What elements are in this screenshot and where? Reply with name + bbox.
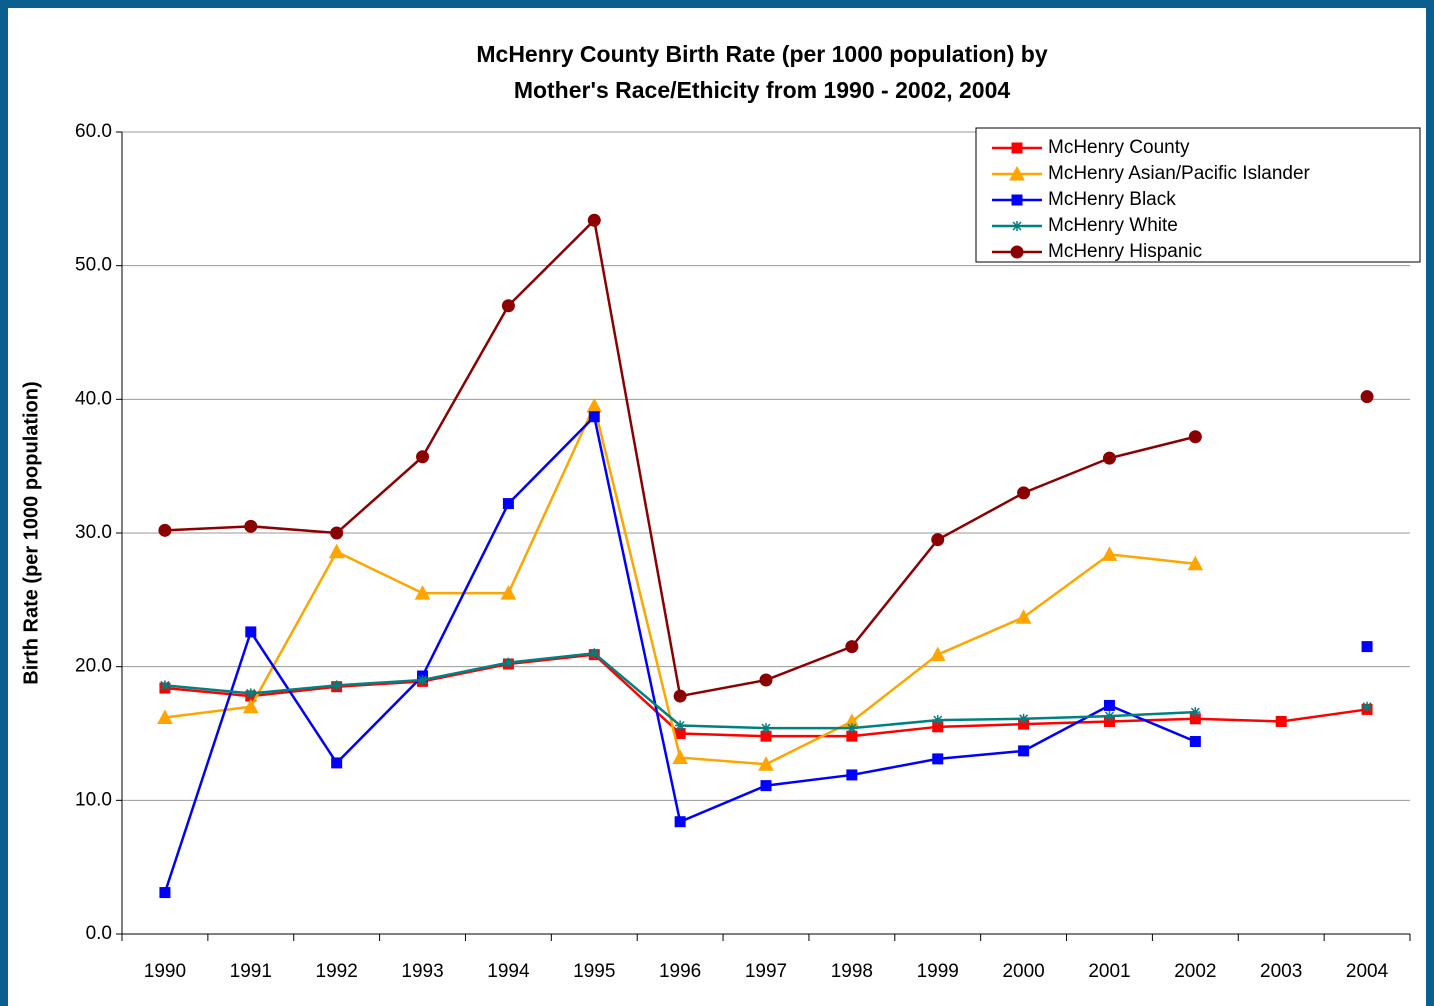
data-point bbox=[159, 887, 171, 899]
chart-title: Mother's Race/Ethicity from 1990 - 2002,… bbox=[514, 77, 1011, 103]
data-point bbox=[761, 723, 771, 734]
data-point bbox=[416, 450, 430, 464]
data-point bbox=[1104, 711, 1115, 722]
data-point bbox=[932, 715, 943, 726]
data-point bbox=[242, 698, 259, 714]
x-tick-label: 1997 bbox=[745, 961, 787, 982]
x-tick-label: 1992 bbox=[316, 961, 358, 982]
x-tick-label: 2004 bbox=[1346, 961, 1389, 982]
data-point bbox=[158, 523, 172, 537]
data-point bbox=[674, 816, 686, 828]
legend-box bbox=[975, 127, 1421, 263]
data-point bbox=[587, 213, 601, 227]
data-point bbox=[417, 675, 428, 686]
data-point bbox=[330, 526, 344, 540]
data-point bbox=[931, 533, 945, 547]
x-tick-label: 1996 bbox=[659, 961, 701, 982]
data-point bbox=[672, 749, 688, 765]
x-tick-label: 1991 bbox=[230, 961, 272, 982]
legend-marker bbox=[1011, 194, 1023, 206]
y-tick-label: 20.0 bbox=[75, 656, 112, 677]
x-tick-label: 2003 bbox=[1260, 961, 1302, 982]
y-tick-label: 10.0 bbox=[75, 789, 112, 810]
data-point bbox=[157, 709, 173, 724]
x-tick-label: 1998 bbox=[831, 961, 873, 982]
legend-marker bbox=[1009, 165, 1025, 181]
data-point bbox=[1360, 390, 1374, 404]
x-tick-label: 2001 bbox=[1088, 961, 1130, 982]
data-point bbox=[244, 519, 258, 533]
data-point bbox=[1018, 713, 1029, 724]
data-point bbox=[245, 688, 256, 699]
y-tick-label: 50.0 bbox=[75, 255, 112, 276]
data-point bbox=[331, 757, 343, 769]
y-axis-label: Birth Rate (per 1000 population) bbox=[20, 381, 42, 684]
y-tick-label: 60.0 bbox=[75, 121, 112, 142]
data-point bbox=[759, 673, 773, 687]
data-point bbox=[1189, 736, 1201, 748]
data-point bbox=[1275, 715, 1287, 727]
x-tick-label: 1993 bbox=[401, 961, 443, 982]
data-point bbox=[159, 680, 170, 691]
data-point bbox=[1190, 707, 1201, 718]
x-tick-label: 2002 bbox=[1174, 961, 1216, 982]
data-point bbox=[846, 723, 857, 734]
data-point bbox=[245, 626, 257, 638]
legend-marker bbox=[1011, 142, 1023, 154]
legend-marker bbox=[1012, 221, 1022, 231]
data-point bbox=[589, 648, 600, 659]
legend-label: McHenry White bbox=[1048, 215, 1178, 236]
x-tick-label: 1995 bbox=[573, 961, 615, 982]
chart-title: McHenry County Birth Rate (per 1000 popu… bbox=[476, 41, 1047, 67]
data-point bbox=[673, 689, 687, 703]
x-tick-label: 1994 bbox=[487, 961, 530, 982]
data-point bbox=[1361, 641, 1373, 653]
legend-label: McHenry County bbox=[1048, 137, 1190, 158]
data-point bbox=[1015, 609, 1032, 624]
x-tick-label: 2000 bbox=[1002, 961, 1044, 982]
data-point bbox=[502, 498, 514, 510]
y-tick-label: 0.0 bbox=[86, 923, 112, 944]
legend-label: McHenry Asian/Pacific Islander bbox=[1048, 163, 1311, 184]
data-point bbox=[932, 753, 944, 765]
data-point bbox=[1101, 546, 1118, 561]
data-point bbox=[1017, 486, 1031, 500]
data-point bbox=[1018, 745, 1030, 757]
data-point bbox=[1188, 430, 1202, 444]
data-point bbox=[760, 780, 772, 792]
data-point bbox=[758, 756, 774, 771]
y-tick-label: 30.0 bbox=[75, 522, 112, 543]
legend-label: McHenry Black bbox=[1048, 189, 1176, 210]
data-point bbox=[1187, 555, 1204, 571]
data-point bbox=[328, 543, 345, 559]
data-point bbox=[1102, 451, 1116, 465]
data-point bbox=[501, 299, 515, 313]
legend-marker bbox=[1010, 245, 1024, 259]
data-point bbox=[503, 657, 514, 668]
data-point bbox=[588, 411, 600, 423]
y-tick-label: 40.0 bbox=[75, 388, 112, 409]
data-point bbox=[331, 680, 342, 691]
data-point bbox=[846, 769, 858, 781]
data-point bbox=[500, 585, 517, 600]
legend-label: McHenry Hispanic bbox=[1048, 241, 1202, 262]
data-point bbox=[1362, 701, 1373, 712]
x-tick-label: 1999 bbox=[917, 961, 959, 982]
data-point bbox=[1103, 699, 1115, 711]
x-tick-label: 1990 bbox=[144, 961, 186, 982]
data-point bbox=[845, 640, 859, 654]
data-point bbox=[929, 646, 946, 662]
data-point bbox=[675, 720, 686, 731]
data-point bbox=[414, 585, 431, 600]
